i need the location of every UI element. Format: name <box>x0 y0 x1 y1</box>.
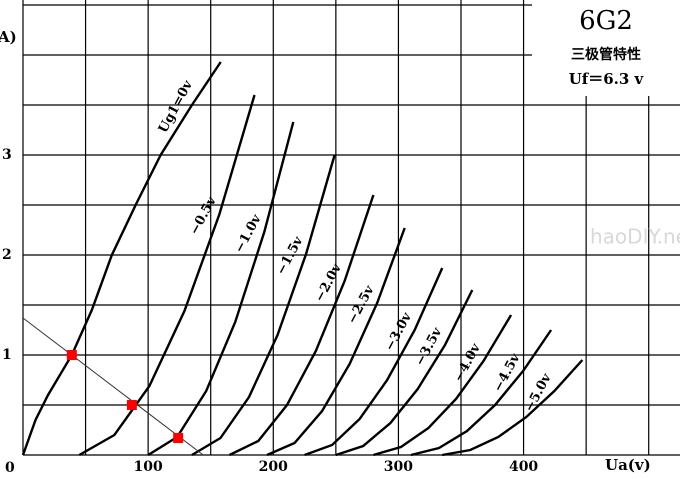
origin-label: 0 <box>5 460 15 476</box>
chart-title: 6G2 <box>579 6 633 36</box>
x-tick-label: 400 <box>509 459 538 475</box>
curve-label: −3.5v <box>413 325 446 369</box>
curve <box>78 94 256 457</box>
curve <box>304 267 444 457</box>
load-line <box>22 317 204 456</box>
operating-point <box>66 350 77 360</box>
x-tick-label: 200 <box>259 459 288 475</box>
watermark: haoDIY.net <box>590 225 680 249</box>
curve <box>335 289 474 457</box>
y-tick-label: 3 <box>2 147 12 163</box>
curve-label: −4.0v <box>451 341 484 385</box>
curve <box>373 314 513 457</box>
y-tick-label: 1 <box>2 347 12 363</box>
curve <box>266 227 406 457</box>
curve-label: −0.5v <box>187 194 220 238</box>
filament-note: Uf＝6.3 v <box>569 70 645 88</box>
curve <box>228 194 375 457</box>
curve <box>442 359 584 457</box>
curves: Ug1=0v−0.5v −1.0v−1.5v−2.0v−2.5v−3.0v−3.5… <box>21 61 584 457</box>
curve-label: −3.0v <box>382 310 415 354</box>
operating-point <box>126 400 137 410</box>
curve <box>21 61 222 456</box>
x-axis-label: Ua(v) <box>605 456 651 474</box>
curve-label: −4.5v <box>491 351 524 395</box>
y-axis-label: A) <box>0 28 17 46</box>
y-tick-label: 2 <box>2 247 12 263</box>
curve <box>147 121 295 457</box>
curve <box>191 154 336 457</box>
operating-point <box>173 433 184 443</box>
curve <box>410 329 553 457</box>
title-box <box>532 0 680 96</box>
curve-label: −1.5v <box>274 234 307 278</box>
curve-label: −2.0v <box>312 261 345 305</box>
curve-label: −5.0v <box>522 371 555 415</box>
x-tick-label: 100 <box>134 459 163 475</box>
chart-subtitle: 三极管特性 <box>571 46 641 63</box>
x-tick-label: 300 <box>384 459 413 475</box>
